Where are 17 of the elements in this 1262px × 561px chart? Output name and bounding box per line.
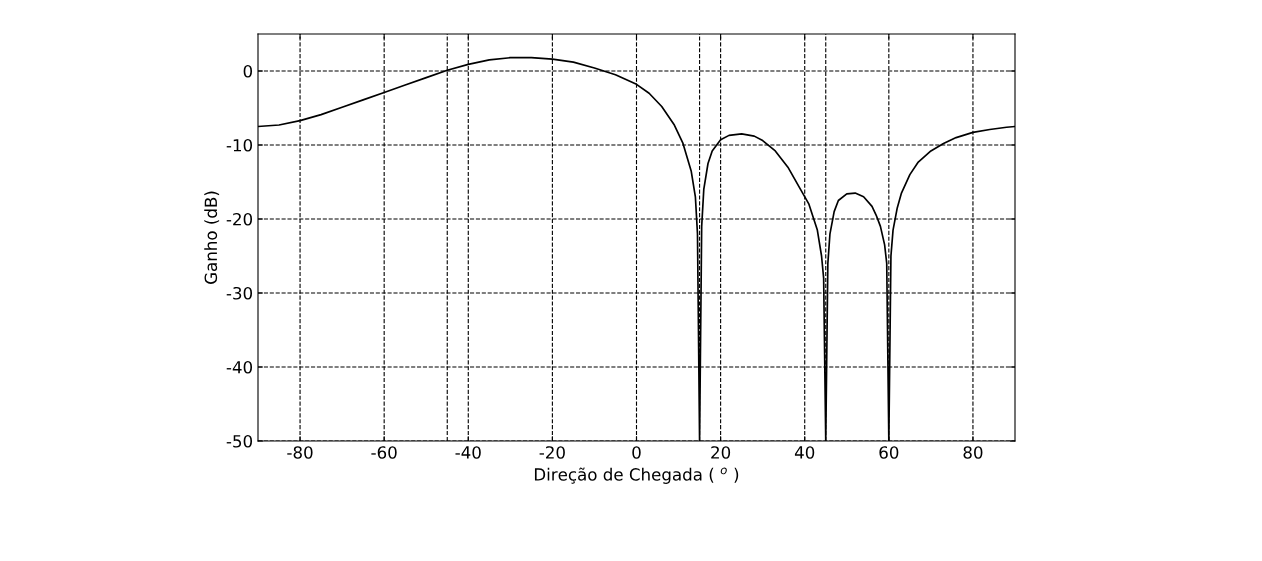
- x-tick-label: 40: [794, 446, 815, 459]
- y-tick-label: 0: [243, 64, 253, 78]
- x-tick-label: -80: [287, 446, 313, 459]
- y-tick-label: -40: [226, 360, 253, 374]
- x-tick-label: 0: [632, 446, 641, 459]
- x-tick-label: -40: [455, 446, 481, 459]
- y-tick-label: -30: [226, 286, 253, 300]
- x-tick-label: -20: [539, 446, 565, 459]
- x-tick-label: -60: [371, 446, 397, 459]
- x-tick-label: 80: [963, 446, 983, 459]
- y-tick-label: -20: [226, 212, 253, 226]
- y-tick-label: -10: [226, 138, 253, 152]
- x-tick-label: 60: [879, 446, 899, 459]
- x-axis-title: Direção de Chegada ( $^{o}$ ): [534, 467, 739, 484]
- y-axis-title: Ganho (dB): [204, 191, 220, 284]
- x-tick-label: 20: [711, 446, 731, 459]
- y-tick-label: -50: [226, 434, 253, 448]
